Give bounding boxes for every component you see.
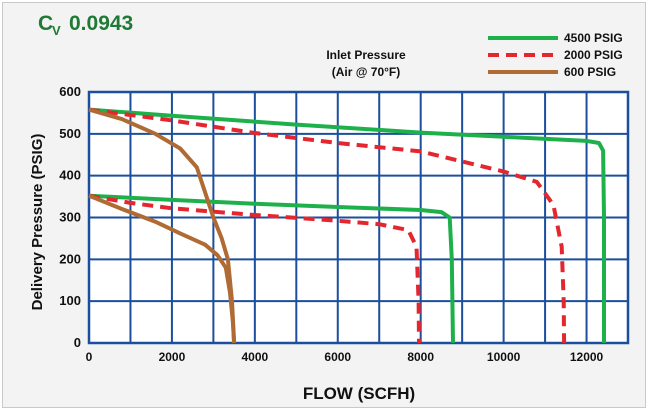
y-tick-label: 500 bbox=[59, 126, 81, 141]
x-tick-label: 12000 bbox=[570, 350, 604, 364]
series-curve bbox=[88, 107, 606, 343]
legend-label: 4500 PSIG bbox=[564, 31, 623, 45]
y-tick-label: 200 bbox=[59, 251, 81, 266]
y-tick-label: 600 bbox=[59, 84, 81, 99]
y-tick-label: 100 bbox=[59, 293, 81, 308]
y-tick-label: 300 bbox=[59, 210, 81, 225]
series-curve bbox=[88, 193, 455, 344]
series-curve bbox=[88, 107, 567, 344]
grid bbox=[87, 90, 630, 345]
tick-labels: 0 2000 4000 6000 8000 10000 12000 0 100 200 300 400… bbox=[59, 84, 603, 364]
x-tick-label: 6000 bbox=[324, 350, 351, 364]
x-axis-label: FLOW (SCFH) bbox=[303, 384, 415, 403]
legend: 4500 PSIG 2000 PSIG 600 PSIG bbox=[488, 31, 623, 79]
x-tick-label: 8000 bbox=[407, 350, 434, 364]
legend-label: 600 PSIG bbox=[564, 65, 616, 79]
chart-title-main: C bbox=[38, 12, 53, 35]
chart-title-value: 0.0943 bbox=[69, 12, 133, 35]
y-tick-label: 0 bbox=[74, 335, 81, 350]
data-curves bbox=[88, 107, 606, 344]
series-curve bbox=[88, 107, 237, 344]
legend-label: 2000 PSIG bbox=[564, 48, 623, 62]
x-tick-label: 0 bbox=[86, 350, 93, 364]
x-tick-label: 10000 bbox=[487, 350, 521, 364]
x-tick-label: 2000 bbox=[159, 350, 186, 364]
series-curve bbox=[88, 193, 421, 344]
series-curve bbox=[88, 193, 237, 344]
annotation-line2: (Air @ 70°F) bbox=[332, 65, 401, 79]
x-tick-label: 4000 bbox=[241, 350, 268, 364]
y-tick-label: 400 bbox=[59, 168, 81, 183]
y-axis-label: Delivery Pressure (PSIG) bbox=[29, 134, 46, 311]
annotation-line1: Inlet Pressure bbox=[326, 48, 406, 62]
chart-title-subscript: V bbox=[52, 23, 61, 38]
